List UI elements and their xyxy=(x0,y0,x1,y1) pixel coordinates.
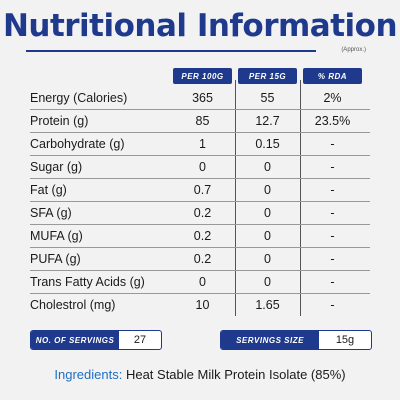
value-per-15g: 0 xyxy=(264,229,271,243)
column-divider xyxy=(300,80,301,316)
column-header-per-100g: PER 100G xyxy=(173,68,232,84)
row-divider xyxy=(30,247,370,248)
value-per-15g: 12.7 xyxy=(255,114,280,128)
row-divider xyxy=(30,178,370,179)
table-row: Protein (g) 85 12.7 23.5% xyxy=(30,109,370,132)
row-divider xyxy=(30,132,370,133)
nutrient-label: PUFA (g) xyxy=(30,252,81,266)
value-per-100g: 0 xyxy=(199,275,206,289)
approx-note: (Approx.) xyxy=(341,47,366,53)
row-divider xyxy=(30,201,370,202)
value-per-15g: 0 xyxy=(264,183,271,197)
servings-count-box: NO. OF SERVINGS 27 xyxy=(30,330,162,350)
serving-size-label: SERVINGS SIZE xyxy=(221,331,319,349)
value-rda: - xyxy=(330,206,335,220)
value-per-100g: 0.2 xyxy=(193,229,212,243)
serving-size-box: SERVINGS SIZE 15g xyxy=(220,330,372,350)
value-rda: - xyxy=(330,137,335,151)
nutrient-label: Carbohydrate (g) xyxy=(30,137,125,151)
table-header: PER 100G PER 15G % RDA xyxy=(30,68,370,86)
value-per-100g: 85 xyxy=(195,114,210,128)
nutrient-label: Energy (Calories) xyxy=(30,91,128,105)
page-title: Nutritional Information xyxy=(2,8,398,44)
column-divider xyxy=(235,80,236,316)
value-per-15g: 0 xyxy=(264,275,271,289)
nutrient-label: Protein (g) xyxy=(30,114,89,128)
value-per-100g: 1 xyxy=(199,137,206,151)
table-row: Energy (Calories) 365 55 2% xyxy=(30,86,370,109)
value-per-15g: 1.65 xyxy=(255,298,280,312)
row-divider xyxy=(30,224,370,225)
ingredients-line: Ingredients: Heat Stable Milk Protein Is… xyxy=(0,367,400,382)
nutrient-label: Fat (g) xyxy=(30,183,67,197)
row-divider xyxy=(30,293,370,294)
table-row: Carbohydrate (g) 1 0.15 - xyxy=(30,132,370,155)
title-underline xyxy=(26,50,316,52)
ingredients-label: Ingredients: xyxy=(54,367,123,382)
table-row: PUFA (g) 0.2 0 - xyxy=(30,247,370,270)
servings-count-label: NO. OF SERVINGS xyxy=(31,331,119,349)
ingredients-text: Heat Stable Milk Protein Isolate (85%) xyxy=(125,367,346,382)
value-rda: - xyxy=(330,183,335,197)
nutrient-label: SFA (g) xyxy=(30,206,72,220)
table-row: Trans Fatty Acids (g) 0 0 - xyxy=(30,270,370,293)
nutrient-label: Sugar (g) xyxy=(30,160,83,174)
value-rda: - xyxy=(330,252,335,266)
value-rda: - xyxy=(330,160,335,174)
table-row: Sugar (g) 0 0 - xyxy=(30,155,370,178)
value-per-100g: 365 xyxy=(192,91,213,105)
column-header-rda: % RDA xyxy=(303,68,362,84)
column-header-per-15g: PER 15G xyxy=(238,68,297,84)
value-per-15g: 0 xyxy=(264,160,271,174)
value-per-15g: 0 xyxy=(264,252,271,266)
table-row: MUFA (g) 0.2 0 - xyxy=(30,224,370,247)
value-per-15g: 55 xyxy=(260,91,275,105)
value-per-100g: 0.2 xyxy=(193,206,212,220)
table-row: SFA (g) 0.2 0 - xyxy=(30,201,370,224)
value-per-100g: 0 xyxy=(199,160,206,174)
value-per-100g: 0.7 xyxy=(193,183,212,197)
nutrient-label: Trans Fatty Acids (g) xyxy=(30,275,145,289)
value-rda: - xyxy=(330,298,335,312)
nutrient-label: Cholestrol (mg) xyxy=(30,298,116,312)
row-divider xyxy=(30,270,370,271)
value-per-100g: 0.2 xyxy=(193,252,212,266)
servings-count-value: 27 xyxy=(133,334,147,346)
value-per-100g: 10 xyxy=(195,298,210,312)
value-per-15g: 0 xyxy=(264,206,271,220)
table-row: Cholestrol (mg) 10 1.65 - xyxy=(30,293,370,316)
value-rda: - xyxy=(330,229,335,243)
value-rda: - xyxy=(330,275,335,289)
row-divider xyxy=(30,109,370,110)
value-rda: 2% xyxy=(323,91,342,105)
table-row: Fat (g) 0.7 0 - xyxy=(30,178,370,201)
nutrient-label: MUFA (g) xyxy=(30,229,83,243)
value-per-15g: 0.15 xyxy=(255,137,280,151)
value-rda: 23.5% xyxy=(314,114,351,128)
nutrition-table: PER 100G PER 15G % RDA Energy (Calories)… xyxy=(30,68,370,316)
serving-size-value: 15g xyxy=(335,334,355,346)
row-divider xyxy=(30,155,370,156)
